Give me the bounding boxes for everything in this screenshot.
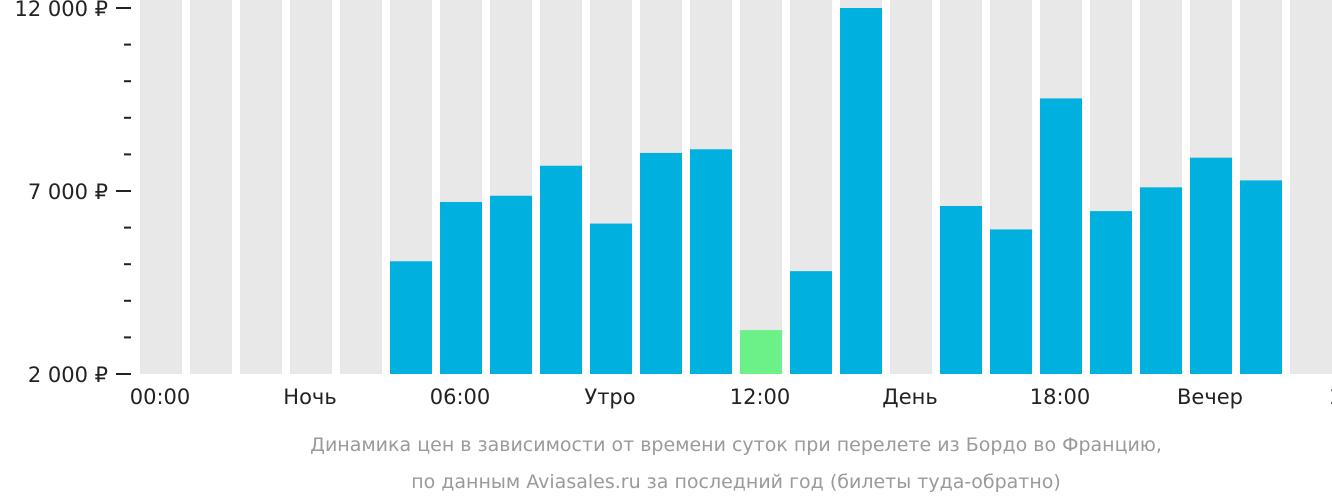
x-tick-label: 18:00 <box>1030 385 1091 409</box>
x-tick-label: Утро <box>584 385 635 409</box>
x-tick-label: Вечер <box>1177 385 1243 409</box>
bar-0800[interactable] <box>540 165 582 374</box>
x-tick-label: Ночь <box>283 385 336 409</box>
bars-group <box>390 8 1282 374</box>
x-tick-label: 24:00 <box>1330 385 1332 409</box>
y-tick-label: 12 000 ₽ <box>14 0 108 21</box>
bar-1100[interactable] <box>690 149 732 374</box>
bar-1700[interactable] <box>990 229 1032 374</box>
x-tick-label: 06:00 <box>430 385 491 409</box>
bar-1000[interactable] <box>640 152 682 374</box>
bar-0900[interactable] <box>590 223 632 374</box>
background-column <box>740 0 782 374</box>
caption-line-2: по данным Aviasales.ru за последний год … <box>411 471 1061 493</box>
y-axis: 12 000 ₽ 7 000 ₽ 2 000 ₽ <box>14 0 131 387</box>
bar-0700[interactable] <box>490 195 532 374</box>
bar-1200[interactable] <box>740 330 782 374</box>
bar-1600[interactable] <box>940 206 982 374</box>
background-column <box>140 0 182 374</box>
caption-line-1: Динамика цен в зависимости от времени су… <box>310 434 1162 456</box>
bar-2000[interactable] <box>1140 187 1182 374</box>
background-column <box>890 0 932 374</box>
bar-1400[interactable] <box>840 8 882 374</box>
y-tick-label: 2 000 ₽ <box>28 363 108 387</box>
bar-2200[interactable] <box>1240 180 1282 374</box>
x-tick-label: День <box>882 385 937 409</box>
x-tick-label: 12:00 <box>730 385 791 409</box>
bar-1800[interactable] <box>1040 98 1082 374</box>
bar-0500[interactable] <box>390 261 432 374</box>
bar-1300[interactable] <box>790 271 832 374</box>
background-column <box>190 0 232 374</box>
bar-1900[interactable] <box>1090 211 1132 374</box>
bar-0600[interactable] <box>440 201 482 374</box>
x-axis: 00:00 Ночь 06:00 Утро 12:00 День 18:00 Вечер 24:… <box>130 385 1332 409</box>
x-tick-label: 00:00 <box>130 385 191 409</box>
bar-2100[interactable] <box>1190 157 1232 374</box>
background-column <box>290 0 332 374</box>
chart-caption: Динамика цен в зависимости от времени су… <box>310 434 1162 493</box>
background-column <box>340 0 382 374</box>
y-tick-label: 7 000 ₽ <box>28 180 108 204</box>
background-column <box>1290 0 1332 374</box>
background-column <box>240 0 282 374</box>
